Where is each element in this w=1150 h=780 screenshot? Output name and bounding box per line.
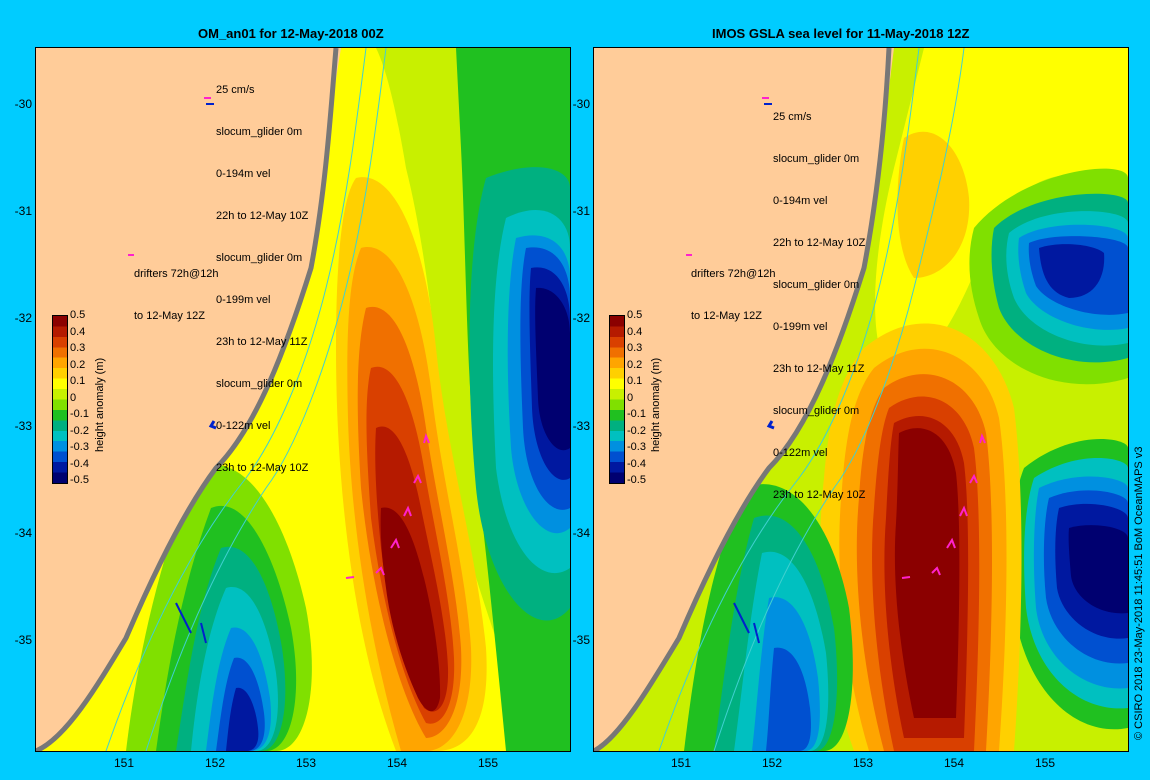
legend-line: 25 cm/s [216, 84, 255, 96]
lat-tick-label: -34 [572, 526, 590, 540]
colorbar-tick: 0.5 [627, 309, 643, 321]
legend-line: slocum_glider 0m [216, 252, 303, 264]
drifter-line: drifters 72h@12h [134, 268, 219, 280]
legend-line: 23h to 12-May 10Z [216, 462, 309, 474]
colorbar-tick: -0.3 [627, 441, 646, 453]
right-sea-level-map [594, 48, 1128, 751]
legend-line: 0-194m vel [216, 168, 271, 180]
colorbar-tick: 0 [627, 391, 634, 404]
colorbar-tick: 0.2 [627, 358, 643, 371]
drifter-line: to 12-May 12Z [134, 310, 205, 322]
legend-line: slocum_glider 0m [773, 153, 860, 165]
left-panel-title: OM_an01 for 12-May-2018 00Z [198, 26, 384, 41]
lat-tick-label: -32 [572, 311, 590, 325]
lon-tick-label: 154 [386, 756, 408, 770]
lat-tick-label: -32 [14, 311, 32, 325]
colorbar-tick: 0.1 [70, 375, 86, 387]
drifter-line: to 12-May 12Z [691, 310, 762, 322]
lon-tick-label: 154 [943, 756, 965, 770]
colorbar-tick: 0.4 [627, 325, 643, 338]
right-colorbar [609, 315, 625, 484]
lon-tick-label: 153 [295, 756, 317, 770]
legend-line: 0-122m vel [216, 420, 271, 432]
right-map-panel[interactable] [593, 47, 1129, 752]
lat-tick-label: -33 [572, 419, 590, 433]
lat-tick-label: -30 [572, 97, 590, 111]
legend-line: 0-199m vel [773, 321, 828, 333]
legend-line: 22h to 12-May 10Z [773, 237, 866, 249]
legend-line: slocum_glider 0m [773, 405, 860, 417]
legend-line: 23h to 12-May 11Z [216, 336, 308, 348]
right-colorbar-label: height anomaly (m) [650, 357, 662, 452]
credit-text: © CSIRO 2018 23-May-2018 11:45:51 BoM Oc… [1133, 446, 1145, 740]
legend-line: 23h to 12-May 10Z [773, 489, 866, 501]
colorbar-tick: 0.3 [627, 342, 643, 354]
lon-tick-label: 152 [204, 756, 226, 770]
colorbar-tick: 0.5 [70, 309, 86, 321]
colorbar-tick: -0.5 [627, 474, 646, 486]
colorbar-tick: 0.4 [70, 325, 86, 338]
lon-tick-label: 151 [113, 756, 135, 770]
lat-tick-label: -31 [14, 204, 32, 218]
right-glider-legend: 25 cm/s slocum_glider 0m 0-194m vel 22h … [773, 82, 865, 516]
legend-line: 22h to 12-May 10Z [216, 210, 309, 222]
legend-line: 25 cm/s [773, 111, 812, 123]
colorbar-tick: -0.1 [627, 408, 646, 420]
lat-tick-label: -31 [572, 204, 590, 218]
lon-tick-label: 152 [761, 756, 783, 770]
colorbar-tick: -0.2 [70, 424, 89, 437]
lon-tick-label: 155 [1034, 756, 1056, 770]
lat-tick-label: -34 [14, 526, 32, 540]
lon-tick-label: 153 [852, 756, 874, 770]
colorbar-tick: 0.3 [70, 342, 86, 354]
colorbar-tick: -0.3 [70, 441, 89, 453]
colorbar-tick: -0.2 [627, 424, 646, 437]
lat-tick-label: -35 [572, 633, 590, 647]
legend-line: slocum_glider 0m [773, 279, 860, 291]
colorbar-tick: -0.4 [70, 457, 89, 470]
left-colorbar [52, 315, 68, 484]
colorbar-tick: -0.4 [627, 457, 646, 470]
drifter-line: drifters 72h@12h [691, 268, 776, 280]
legend-line: 0-199m vel [216, 294, 271, 306]
legend-line: slocum_glider 0m [216, 126, 303, 138]
left-colorbar-label: height anomaly (m) [94, 357, 106, 452]
colorbar-tick: 0 [70, 391, 77, 404]
colorbar-tick: 0.2 [70, 358, 86, 371]
legend-line: slocum_glider 0m [216, 378, 303, 390]
left-sea-level-map [36, 48, 570, 751]
lat-tick-label: -30 [14, 97, 32, 111]
right-panel-title: IMOS GSLA sea level for 11-May-2018 12Z [712, 26, 970, 41]
legend-line: 0-194m vel [773, 195, 828, 207]
colorbar-tick: 0.1 [627, 375, 643, 387]
legend-line: 23h to 12-May 11Z [773, 363, 865, 375]
lon-tick-label: 155 [477, 756, 499, 770]
left-drifter-legend: drifters 72h@12h to 12-May 12Z [134, 239, 219, 337]
right-drifter-legend: drifters 72h@12h to 12-May 12Z [691, 239, 776, 337]
lon-tick-label: 151 [670, 756, 692, 770]
colorbar-tick: -0.5 [70, 474, 89, 486]
lat-tick-label: -35 [14, 633, 32, 647]
legend-line: 0-122m vel [773, 447, 828, 459]
lat-tick-label: -33 [14, 419, 32, 433]
left-glider-legend: 25 cm/s slocum_glider 0m 0-194m vel 22h … [216, 55, 308, 489]
colorbar-tick: -0.1 [70, 408, 89, 420]
left-map-panel[interactable] [35, 47, 571, 752]
